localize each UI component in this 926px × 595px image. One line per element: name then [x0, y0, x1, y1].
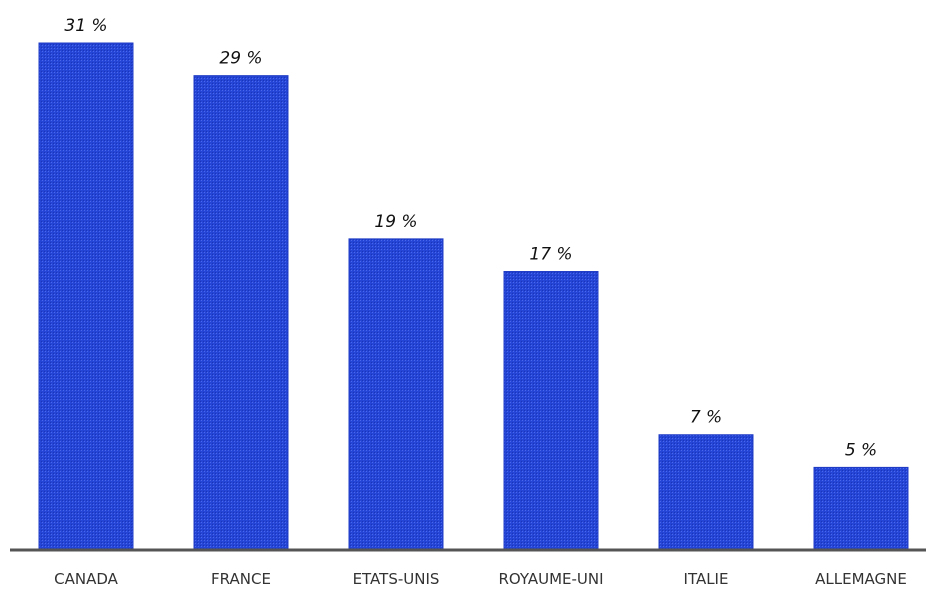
- bar-royaume-uni: [503, 271, 599, 550]
- category-label-canada: CANADA: [54, 570, 119, 588]
- category-label-allemagne: ALLEMAGNE: [815, 570, 907, 588]
- bar-italie: [658, 434, 754, 550]
- category-label-etats-unis: ETATS-UNIS: [353, 570, 440, 588]
- bar-allemagne: [813, 466, 909, 550]
- data-label-royaume-uni: 17 %: [529, 245, 572, 265]
- bar-etats-unis: [348, 238, 444, 550]
- bar-france: [193, 75, 289, 550]
- data-label-italie: 7 %: [690, 408, 722, 428]
- data-label-france: 29 %: [219, 49, 262, 69]
- category-label-france: FRANCE: [211, 570, 271, 588]
- category-label-italie: ITALIE: [684, 570, 729, 588]
- data-label-canada: 31 %: [64, 16, 107, 36]
- bar-canada: [38, 42, 134, 550]
- category-label-royaume-uni: ROYAUME-UNI: [498, 570, 603, 588]
- data-label-allemagne: 5 %: [845, 440, 877, 460]
- data-label-etats-unis: 19 %: [374, 212, 417, 232]
